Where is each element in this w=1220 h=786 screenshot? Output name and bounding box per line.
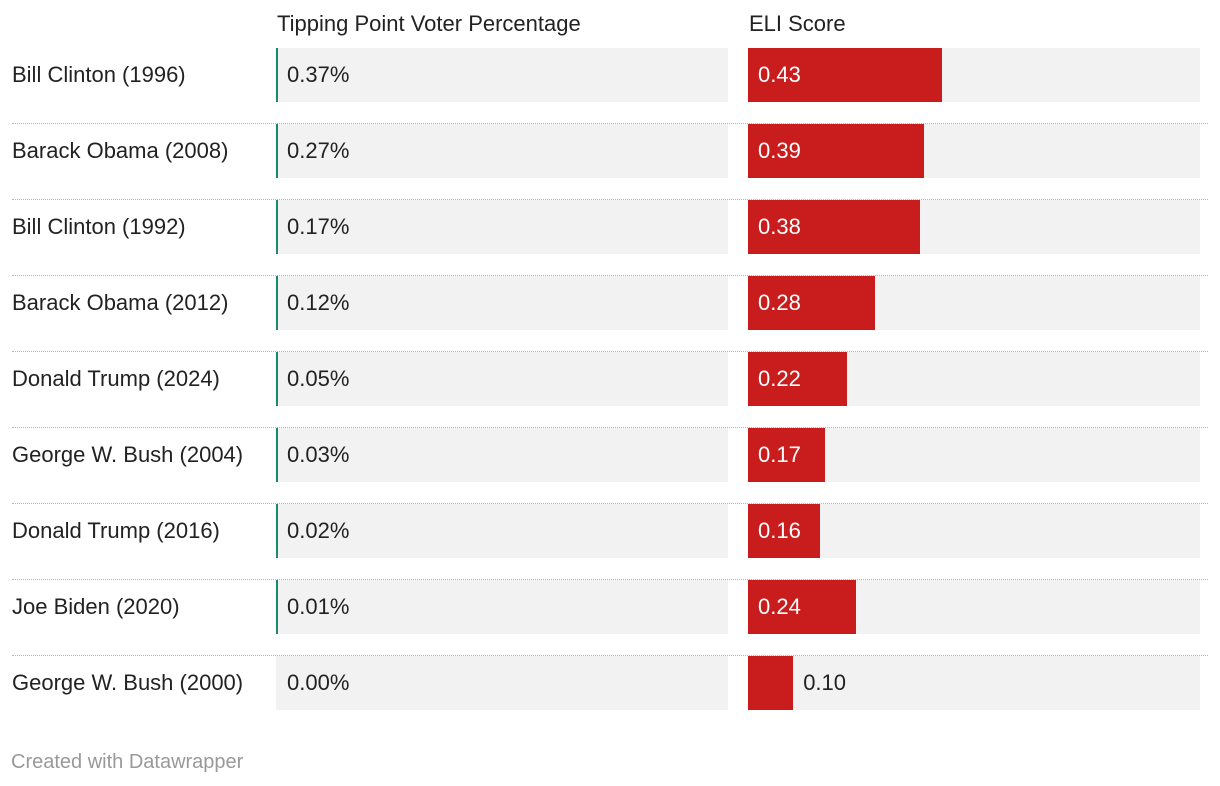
- tipping-point-value: 0.01%: [287, 594, 350, 619]
- eli-score-bar: [748, 124, 925, 178]
- tipping-point-cell: 0.27%: [276, 124, 728, 178]
- table-row: Barack Obama (2008) 0.27% 0.39: [0, 124, 1220, 200]
- tipping-point-cell: 0.02%: [276, 504, 728, 558]
- eli-score-bar: [748, 352, 848, 406]
- tipping-point-cell: 0.00%: [276, 656, 728, 710]
- tipping-point-value: 0.03%: [287, 442, 350, 467]
- column-header-tipping-point: Tipping Point Voter Percentage: [277, 11, 581, 36]
- table-row: Joe Biden (2020) 0.01% 0.24: [0, 580, 1220, 656]
- table-row: Bill Clinton (1996) 0.37% 0.43: [0, 48, 1220, 124]
- eli-score-cell: 0.17: [748, 428, 1200, 482]
- eli-score-bar: [748, 276, 875, 330]
- table-row: Bill Clinton (1992) 0.17% 0.38: [0, 200, 1220, 276]
- tipping-point-cell: 0.12%: [276, 276, 728, 330]
- tipping-point-cell: 0.17%: [276, 200, 728, 254]
- tipping-point-bar: [276, 504, 278, 558]
- tipping-point-value: 0.05%: [287, 366, 350, 391]
- row-divider: [12, 503, 1208, 504]
- eli-score-cell: 0.39: [748, 124, 1200, 178]
- row-label: George W. Bush (2004): [12, 442, 244, 467]
- table-row: Barack Obama (2012) 0.12% 0.28: [0, 276, 1220, 352]
- tipping-point-bar: [276, 200, 278, 254]
- eli-score-value: 0.17: [758, 442, 801, 467]
- eli-score-bar: [748, 504, 821, 558]
- eli-score-bar: [748, 200, 920, 254]
- eli-score-bar: [748, 656, 794, 710]
- tipping-point-cell: 0.37%: [276, 48, 728, 102]
- eli-score-value: 0.43: [758, 62, 801, 87]
- eli-score-value: 0.10: [803, 670, 847, 695]
- eli-score-cell: 0.10: [748, 656, 1200, 710]
- table-row: Donald Trump (2024) 0.05% 0.22: [0, 352, 1220, 428]
- row-label: Joe Biden (2020): [12, 594, 180, 619]
- row-label: George W. Bush (2000): [12, 670, 244, 695]
- eli-score-value: 0.38: [758, 214, 801, 239]
- tipping-point-value: 0.12%: [287, 290, 350, 315]
- table-row: George W. Bush (2000) 0.00% 0.10: [0, 656, 1220, 732]
- tipping-point-value: 0.02%: [287, 518, 350, 543]
- row-divider: [12, 655, 1208, 656]
- tipping-point-bar: [276, 276, 278, 330]
- row-label: Barack Obama (2012): [12, 290, 229, 315]
- eli-score-cell: 0.43: [748, 48, 1200, 102]
- tipping-point-bar: [276, 580, 278, 634]
- tipping-point-value: 0.37%: [287, 62, 350, 87]
- tipping-point-bar: [276, 124, 278, 178]
- eli-score-cell: 0.24: [748, 580, 1200, 634]
- eli-score-cell: 0.38: [748, 200, 1200, 254]
- tipping-point-bar: [276, 428, 278, 482]
- eli-score-value: 0.39: [758, 138, 801, 163]
- tipping-point-bar: [276, 48, 278, 102]
- eli-score-bar: [748, 48, 943, 102]
- eli-score-value: 0.28: [758, 290, 801, 315]
- row-label: Barack Obama (2008): [12, 138, 229, 163]
- column-header-eli-score: ELI Score: [749, 11, 846, 36]
- tipping-point-value: 0.00%: [287, 670, 350, 695]
- row-label: Bill Clinton (1992): [12, 214, 186, 239]
- eli-score-cell: 0.28: [748, 276, 1200, 330]
- row-divider: [12, 199, 1208, 200]
- eli-score-cell: 0.22: [748, 352, 1200, 406]
- tipping-point-cell: 0.03%: [276, 428, 728, 482]
- row-divider: [12, 427, 1208, 428]
- tipping-point-cell: 0.01%: [276, 580, 728, 634]
- footer-credit: Created with Datawrapper: [11, 751, 244, 773]
- table-row: George W. Bush (2004) 0.03% 0.17: [0, 428, 1220, 504]
- eli-score-cell: 0.16: [748, 504, 1200, 558]
- tipping-point-value: 0.17%: [287, 214, 350, 239]
- row-divider: [12, 351, 1208, 352]
- row-label: Donald Trump (2024): [12, 366, 220, 391]
- tipping-point-cell: 0.05%: [276, 352, 728, 406]
- eli-score-bar: [748, 428, 825, 482]
- table-row: Donald Trump (2016) 0.02% 0.16: [0, 504, 1220, 580]
- row-divider: [12, 579, 1208, 580]
- row-label: Bill Clinton (1996): [12, 62, 186, 87]
- tipping-point-bar: [276, 352, 278, 406]
- row-divider: [12, 275, 1208, 276]
- row-divider: [12, 123, 1208, 124]
- eli-score-value: 0.22: [758, 366, 801, 391]
- row-label: Donald Trump (2016): [12, 518, 220, 543]
- eli-score-bar: [748, 580, 857, 634]
- tipping-point-value: 0.27%: [287, 138, 350, 163]
- eli-score-value: 0.24: [758, 594, 801, 619]
- eli-score-value: 0.16: [758, 518, 801, 543]
